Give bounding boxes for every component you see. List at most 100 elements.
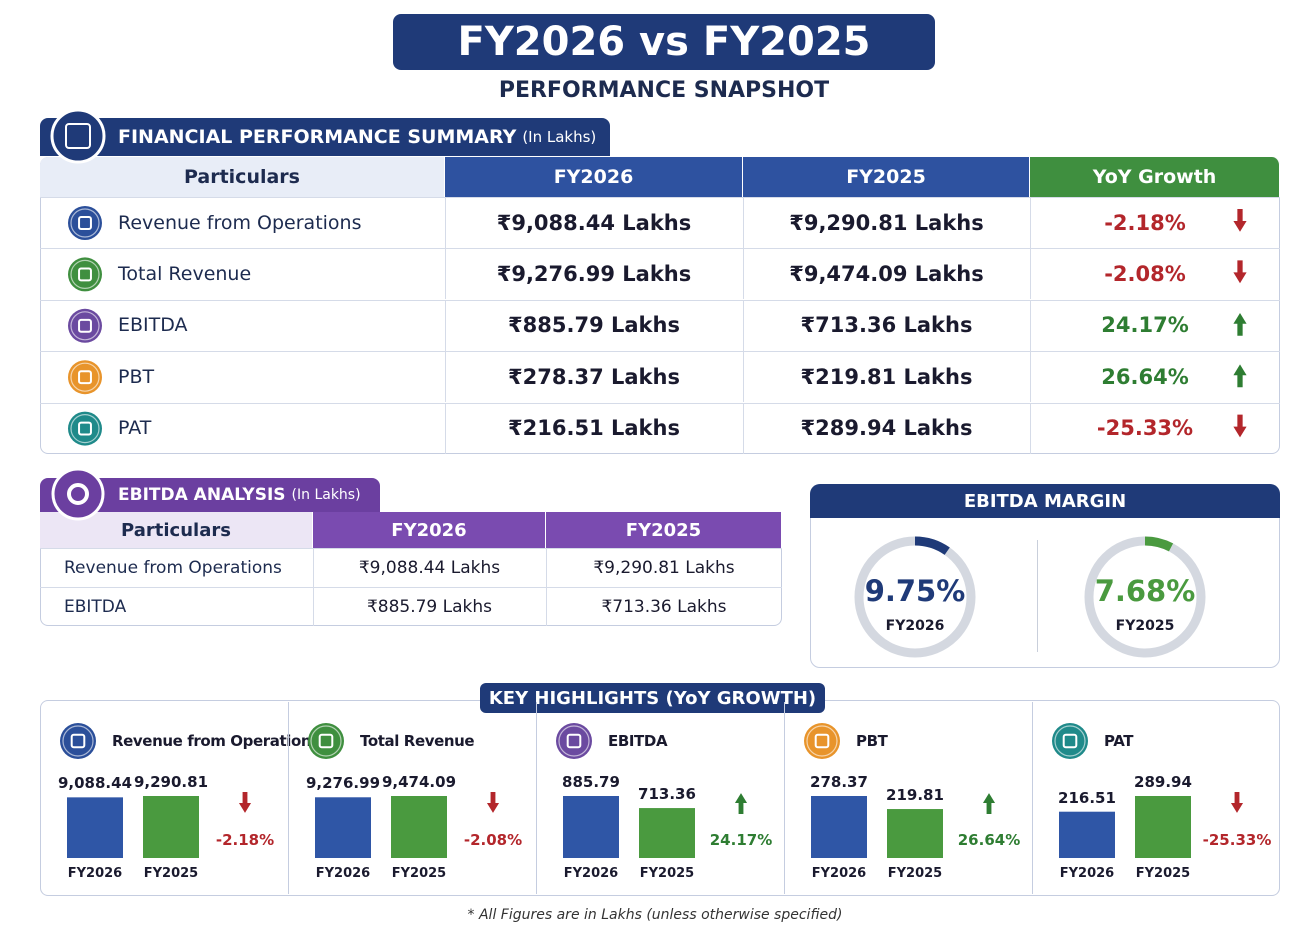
card-divider [784,702,785,894]
cell-divider [1030,248,1031,300]
section-title-text: EBITDA ANALYSIS [118,485,286,505]
footnote: * All Figures are in Lakhs (unless other… [467,907,843,923]
yoy-growth: -25.33% [1096,416,1194,441]
column-header: FY2026 [445,157,743,197]
subtitle: PERFORMANCE SNAPSHOT [498,77,830,103]
row-label: Revenue from Operations [118,211,362,234]
cell-value: ₹9,276.99 Lakhs [496,261,692,286]
card-growth: -25.33% [1202,831,1272,849]
row-label: EBITDA [118,314,188,337]
yoy-growth: -2.08% [1104,261,1186,286]
row [40,402,1280,454]
row-label: PAT [118,417,152,440]
bar-label: 278.37 [810,773,868,791]
bar-label: 289.94 [1134,773,1192,791]
cell-divider [743,402,744,454]
card-growth: 24.17% [709,831,773,849]
row-label: Revenue from Operations [64,557,282,578]
cell-divider [445,248,446,300]
cell-divider [445,197,446,248]
cell-divider [445,402,446,454]
cell-divider [445,351,446,403]
cell-value: ₹9,088.44 Lakhs [358,557,501,578]
card-divider [1032,702,1033,894]
section-tab [40,118,610,156]
yoy-growth: 24.17% [1101,313,1189,338]
bar-label: 713.36 [638,785,696,804]
cell-divider [1030,299,1031,351]
cell-divider [743,197,744,248]
bar-label: 216.51 [1058,788,1116,807]
row [40,197,1280,248]
yoy-growth: -2.18% [1104,210,1186,235]
cell-value: ₹9,474.09 Lakhs [789,261,984,286]
bar-period: FY2026 [67,865,123,881]
bar-period: FY2026 [1059,865,1115,881]
bar-label: 9,088.44 [57,774,133,793]
cell-value: ₹9,290.81 Lakhs [593,557,735,578]
bar-period: FY2026 [563,865,619,881]
card-title: EBITDA [608,732,668,750]
margin-period: FY2026 [885,618,945,634]
cell-value: ₹9,290.81 Lakhs [789,210,984,235]
row-label: PBT [118,365,155,388]
card-divider [288,702,289,894]
column-header: Particulars [40,512,313,548]
highlights-title: KEY HIGHLIGHTS (YoY GROWTH) [480,683,825,713]
row [40,248,1280,299]
card-title: PAT [1104,732,1134,750]
bar-period: FY2025 [1135,865,1191,881]
bar-period: FY2025 [391,865,447,881]
bar-period: FY2025 [639,865,695,881]
cell-value: ₹9,088.44 Lakhs [496,210,692,235]
cell-divider [1030,197,1031,248]
section-title-text: FINANCIAL PERFORMANCE SUMMARY [118,126,517,148]
card-title: PBT [856,732,888,750]
bar-label: 885.79 [562,773,620,791]
margin-title: EBITDA MARGIN [810,484,1280,518]
card-title: Revenue from Operations [112,732,320,750]
cell-divider [313,587,314,626]
column-header: FY2025 [743,157,1030,197]
cell-divider [743,299,744,351]
yoy-growth: 26.64% [1101,364,1189,389]
cell-value: ₹885.79 Lakhs [366,596,493,617]
cell-divider [1030,351,1031,403]
bar-label: 9,290.81 [133,773,209,791]
card-growth: -2.08% [463,831,523,849]
cell-divider [445,299,446,351]
column-header: Particulars [40,157,445,197]
cell-value: ₹713.36 Lakhs [800,313,973,338]
cell-value: ₹289.94 Lakhs [800,416,973,441]
cell-value: ₹219.81 Lakhs [800,364,973,389]
section-title: EBITDA ANALYSIS (In Lakhs) [118,478,361,512]
column-header: FY2025 [546,512,782,548]
row [40,299,1280,351]
section-title: FINANCIAL PERFORMANCE SUMMARY (In Lakhs) [118,118,596,156]
bar-label: 9,276.99 [305,774,381,793]
cell-value: ₹713.36 Lakhs [601,596,727,617]
bar-label: 9,474.09 [381,773,457,791]
bar-label: 219.81 [886,786,944,805]
column-header: YoY Growth [1030,157,1280,197]
cell-divider [743,351,744,403]
section-unit: (In Lakhs) [291,487,361,503]
margin-period: FY2025 [1115,618,1175,634]
column-header: FY2026 [313,512,546,548]
row-label: Total Revenue [118,262,252,285]
cell-value: ₹885.79 Lakhs [508,313,680,338]
card-title: Total Revenue [360,732,475,750]
margin-value: 7.68% [1094,574,1196,608]
row [40,587,782,626]
card-growth: -2.18% [215,831,275,849]
card-growth: 26.64% [957,831,1021,849]
row [40,351,1280,402]
bar-period: FY2025 [887,865,943,881]
cell-divider [546,548,547,587]
section-unit: (In Lakhs) [522,128,597,146]
row-label: EBITDA [64,596,127,617]
title-box: FY2026 vs FY2025 [393,14,935,70]
cell-divider [743,248,744,300]
margin-value: 9.75% [864,574,966,608]
